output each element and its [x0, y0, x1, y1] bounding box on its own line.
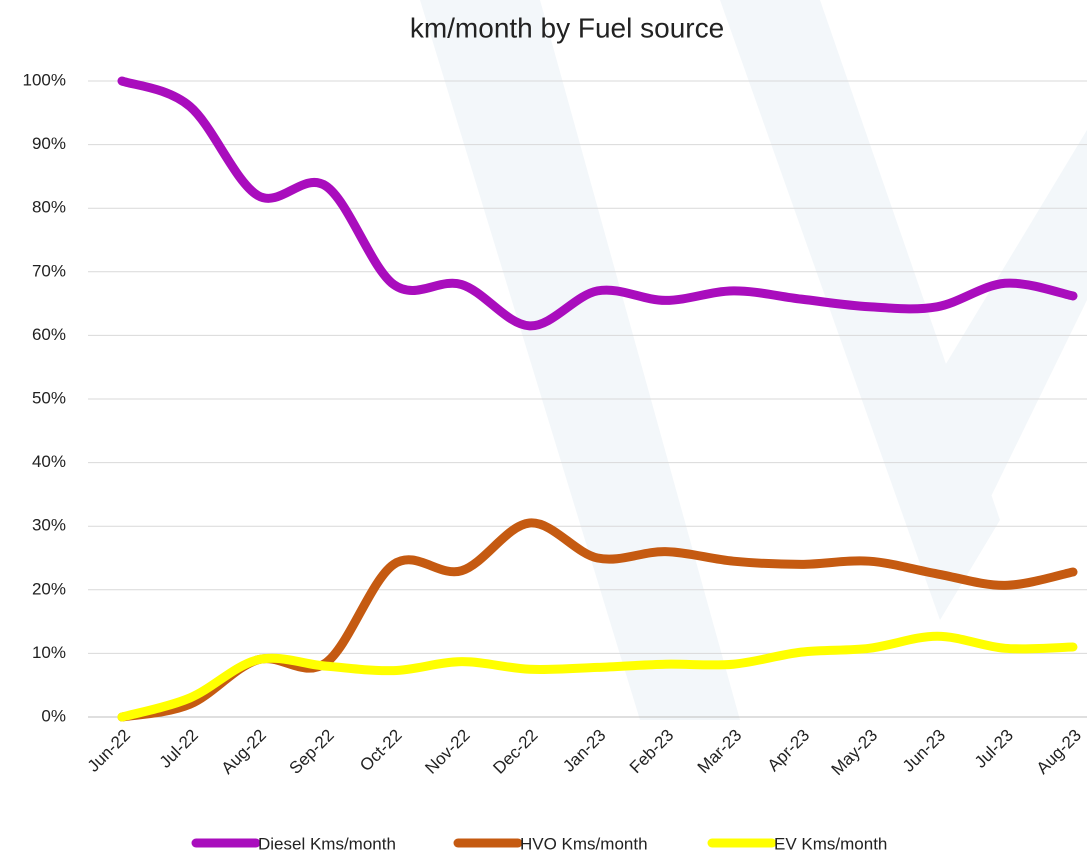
y-tick-label: 20%: [32, 579, 66, 598]
y-tick-label: 70%: [32, 261, 66, 280]
y-tick-label: 90%: [32, 134, 66, 153]
x-tick-label: Jan-23: [559, 726, 609, 776]
x-tick-label: Apr-23: [764, 726, 814, 776]
watermark: [420, 0, 740, 720]
y-tick-label: 80%: [32, 198, 66, 217]
x-tick-label: Nov-22: [421, 726, 473, 778]
x-tick-label: Oct-22: [356, 726, 406, 776]
legend-label: EV Kms/month: [774, 834, 887, 853]
x-tick-label: Dec-22: [489, 726, 541, 778]
legend-label: HVO Kms/month: [520, 834, 648, 853]
series-line: [117, 76, 1078, 331]
series-line: [117, 631, 1078, 722]
x-tick-label: Jul-22: [156, 726, 202, 772]
x-tick-label: Jul-23: [971, 726, 1017, 772]
x-tick-label: May-23: [828, 726, 882, 780]
y-tick-label: 100%: [23, 70, 66, 89]
x-tick-label: Mar-23: [694, 726, 746, 778]
watermark: [900, 130, 1087, 560]
x-tick-label: Feb-23: [626, 726, 678, 778]
x-tick-label: Jun-22: [84, 726, 134, 776]
y-tick-label: 40%: [32, 452, 66, 471]
y-tick-label: 30%: [32, 516, 66, 535]
x-tick-label: Jun-23: [899, 726, 949, 776]
y-tick-label: 0%: [41, 706, 66, 725]
legend-label: Diesel Kms/month: [258, 834, 396, 853]
y-tick-label: 50%: [32, 388, 66, 407]
y-tick-label: 10%: [32, 643, 66, 662]
x-tick-label: Aug-22: [218, 726, 270, 778]
x-tick-label: Sep-22: [286, 726, 338, 778]
x-tick-label: Aug-23: [1033, 726, 1085, 778]
y-tick-label: 60%: [32, 325, 66, 344]
chart-title: km/month by Fuel source: [410, 12, 724, 43]
